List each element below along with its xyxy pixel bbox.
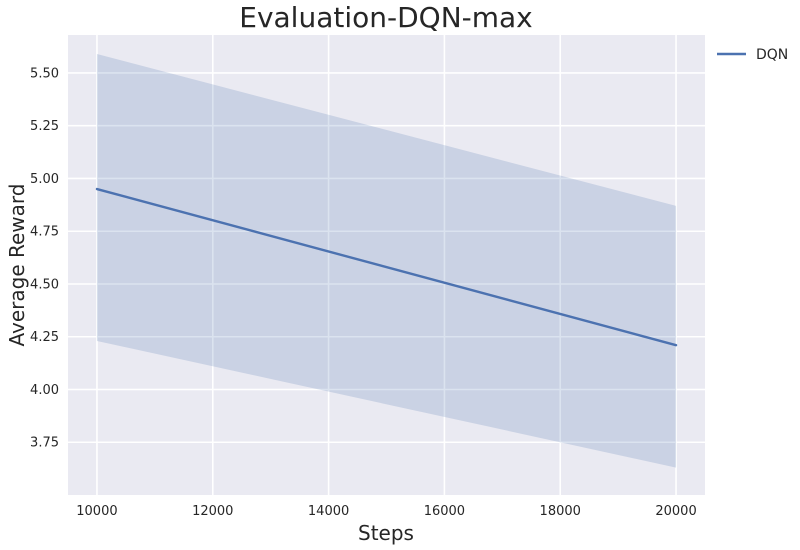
y-tick-label: 5.50	[30, 66, 59, 81]
y-tick-label: 4.25	[30, 330, 59, 345]
plot-area	[68, 35, 705, 495]
line-layer	[95, 187, 678, 347]
legend: DQN	[717, 47, 788, 63]
x-tick-label: 18000	[540, 504, 581, 519]
series-line-dqn	[95, 187, 678, 347]
x-axis-label: Steps	[358, 521, 414, 545]
x-tick-label: 12000	[192, 504, 233, 519]
y-tick-label: 4.00	[30, 383, 59, 398]
x-tick-labels: 10000 12000 14000 16000 18000 20000	[76, 504, 696, 519]
x-tick-label: 10000	[76, 504, 117, 519]
y-tick-label: 5.25	[30, 119, 59, 134]
y-tick-label: 3.75	[30, 436, 59, 451]
band-layer	[96, 53, 677, 468]
x-tick-label: 20000	[655, 504, 696, 519]
y-tick-label: 5.00	[30, 172, 59, 187]
confidence-band	[96, 53, 677, 468]
y-tick-label: 4.50	[30, 277, 59, 292]
x-tick-label: 14000	[308, 504, 349, 519]
chart-title: Evaluation-DQN-max	[239, 1, 533, 34]
y-tick-labels: 3.75 4.00 4.25 4.50 4.75 5.00 5.25 5.50	[30, 66, 59, 450]
y-axis-label: Average Reward	[5, 184, 29, 347]
grid	[68, 35, 705, 495]
legend-label: DQN	[756, 47, 788, 63]
y-tick-label: 4.75	[30, 225, 59, 240]
x-tick-label: 16000	[424, 504, 465, 519]
